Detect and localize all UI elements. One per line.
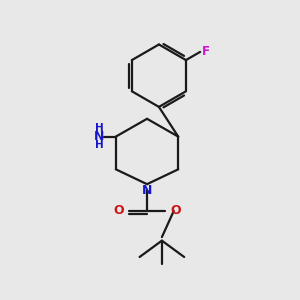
Text: N: N (94, 130, 104, 143)
Text: O: O (170, 204, 181, 218)
Text: H: H (94, 140, 103, 150)
Text: N: N (142, 184, 152, 197)
Text: O: O (113, 204, 124, 218)
Text: F: F (202, 45, 210, 58)
Text: H: H (94, 123, 103, 133)
